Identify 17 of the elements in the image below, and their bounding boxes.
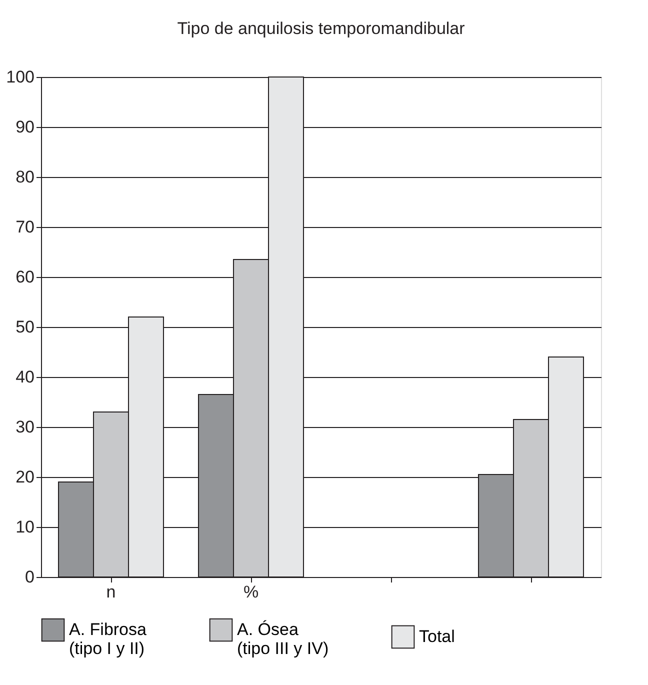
y-tick-label: 50	[16, 318, 34, 336]
y-tick-label: 10	[16, 518, 34, 536]
y-tick-label: 80	[16, 168, 34, 186]
y-tick-label: 40	[16, 368, 34, 386]
legend-label: A. Fibrosa (tipo I y II)	[69, 620, 148, 658]
chart-title: Tipo de anquilosis temporomandibular	[177, 19, 466, 38]
legend-label: A. Ósea (tipo III y IV)	[237, 620, 329, 658]
legend-label: Total	[419, 626, 455, 646]
y-tick-label: 70	[16, 218, 34, 236]
y-tick-label: 0	[25, 568, 34, 586]
y-tick-label: 60	[16, 268, 34, 286]
y-tick-label: 90	[16, 118, 34, 136]
y-tick-label: 30	[16, 418, 34, 436]
x-tick-label: %	[243, 582, 259, 602]
y-tick-label: 20	[16, 468, 34, 486]
x-tick-label: n	[106, 582, 116, 602]
y-tick-label: 100	[6, 68, 34, 86]
